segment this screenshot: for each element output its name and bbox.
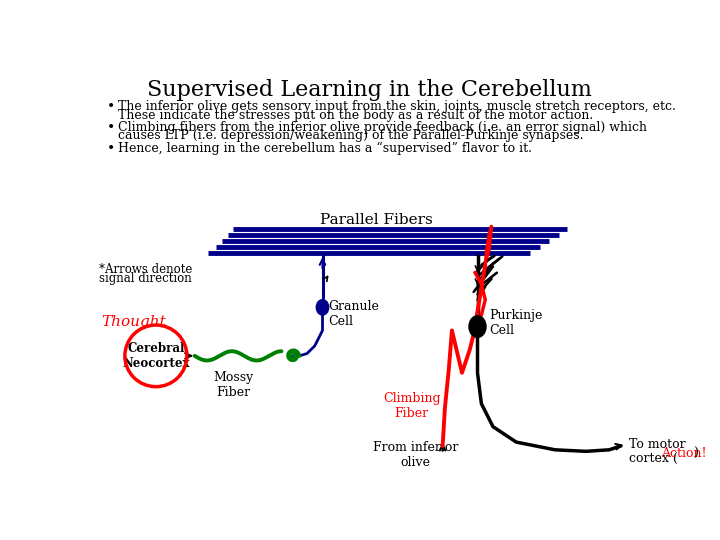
Ellipse shape xyxy=(316,300,329,315)
Text: From inferior
olive: From inferior olive xyxy=(373,441,458,469)
Text: Hence, learning in the cerebellum has a “supervised” flavor to it.: Hence, learning in the cerebellum has a … xyxy=(118,142,532,155)
Text: *Arrows denote: *Arrows denote xyxy=(99,264,193,276)
Text: •: • xyxy=(107,121,115,135)
Ellipse shape xyxy=(469,316,486,338)
Text: These indicate the stresses put on the body as a result of the motor action.: These indicate the stresses put on the b… xyxy=(118,109,593,122)
Text: To motor
cortex (: To motor cortex ( xyxy=(629,438,685,466)
Text: Parallel Fibers: Parallel Fibers xyxy=(320,213,433,227)
Text: causes LTP (i.e. depression/weakening) of the Parallel-Purkinje synapses.: causes LTP (i.e. depression/weakening) o… xyxy=(118,130,583,143)
Text: Climbing
Fiber: Climbing Fiber xyxy=(383,392,441,420)
Text: Action!: Action! xyxy=(661,447,707,460)
Text: Supervised Learning in the Cerebellum: Supervised Learning in the Cerebellum xyxy=(147,79,591,100)
Text: Climbing fibers from the inferior olive provide feedback (i.e. an error signal) : Climbing fibers from the inferior olive … xyxy=(118,121,647,134)
Text: The inferior olive gets sensory input from the skin, joints, muscle stretch rece: The inferior olive gets sensory input fr… xyxy=(118,100,676,113)
Text: Granule
Cell: Granule Cell xyxy=(329,300,379,328)
Text: Purkinje
Cell: Purkinje Cell xyxy=(489,309,542,337)
Text: Cerebral
Neocortex: Cerebral Neocortex xyxy=(122,342,189,370)
Text: •: • xyxy=(107,142,115,156)
Text: Thought: Thought xyxy=(101,315,166,329)
Text: •: • xyxy=(107,100,115,114)
Text: signal direction: signal direction xyxy=(99,272,192,285)
Text: ): ) xyxy=(693,447,698,460)
Text: Mossy
Fiber: Mossy Fiber xyxy=(213,372,253,399)
